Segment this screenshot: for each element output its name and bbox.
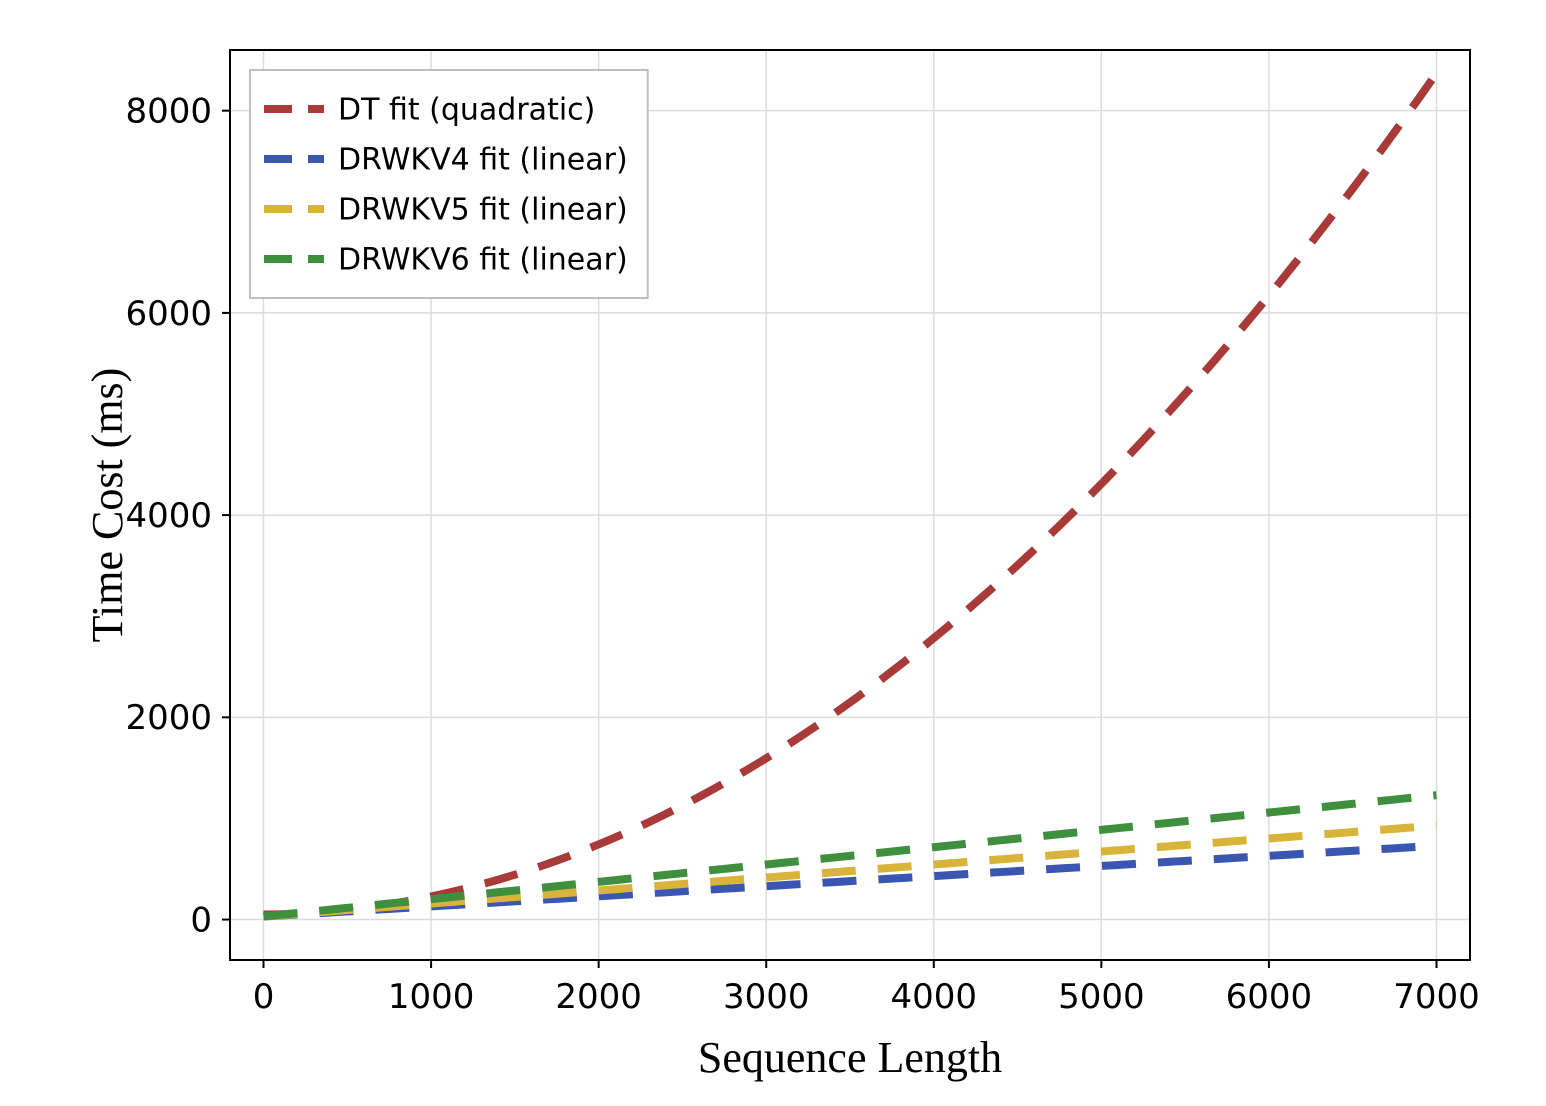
xtick-label: 4000 [891, 977, 978, 1017]
xtick-label: 0 [253, 977, 275, 1017]
xtick-label: 2000 [555, 977, 642, 1017]
ytick-label: 6000 [125, 294, 212, 334]
ytick-label: 4000 [125, 496, 212, 536]
legend-label: DRWKV4 fit (linear) [338, 143, 628, 178]
legend: DT fit (quadratic) DRWKV4 fit (linear) DRW… [250, 70, 648, 298]
line-chart: 0 1000 2000 3000 4000 5000 6000 7000 0 2000 4000 60… [0, 0, 1546, 1106]
ytick-label: 0 [190, 900, 212, 940]
ytick-label: 8000 [125, 92, 212, 132]
x-axis-label: Sequence Length [698, 1033, 1002, 1082]
xtick-label: 1000 [388, 977, 475, 1017]
xtick-label: 6000 [1226, 977, 1313, 1017]
y-axis-label: Time Cost (ms) [83, 368, 132, 643]
ytick-label: 2000 [125, 698, 212, 738]
legend-label: DRWKV6 fit (linear) [338, 243, 628, 278]
legend-label: DT fit (quadratic) [338, 93, 595, 128]
xtick-label: 3000 [723, 977, 810, 1017]
xtick-label: 5000 [1058, 977, 1145, 1017]
xtick-label: 7000 [1393, 977, 1480, 1017]
legend-label: DRWKV5 fit (linear) [338, 193, 628, 228]
chart-container: 0 1000 2000 3000 4000 5000 6000 7000 0 2000 4000 60… [0, 0, 1546, 1106]
